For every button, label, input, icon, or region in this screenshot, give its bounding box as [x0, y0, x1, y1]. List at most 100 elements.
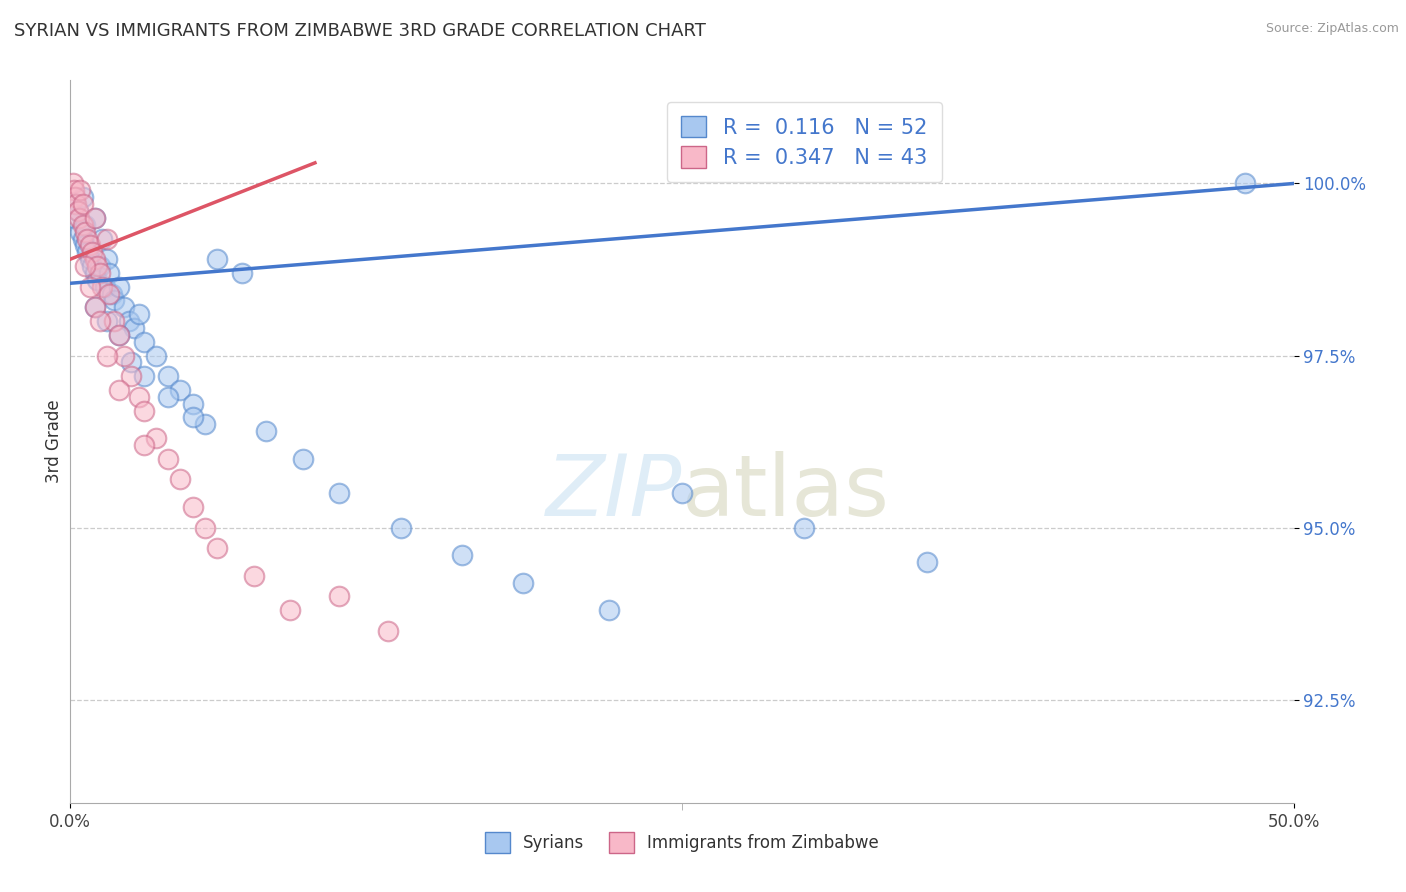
- Point: [82, 259, 104, 273]
- Point: [132, 403, 155, 417]
- Point: [108, 279, 131, 293]
- Point: [103, 293, 125, 308]
- Point: [181, 500, 204, 514]
- Point: [98, 266, 121, 280]
- Point: [328, 590, 350, 604]
- Point: [83, 211, 105, 225]
- Point: [205, 541, 228, 556]
- Point: [96, 252, 118, 267]
- Point: [145, 349, 167, 363]
- Point: [72, 197, 94, 211]
- Point: [69, 225, 91, 239]
- Point: [121, 355, 143, 369]
- Point: [194, 520, 217, 534]
- Point: [231, 266, 253, 280]
- Point: [101, 286, 124, 301]
- Point: [63, 190, 86, 204]
- Point: [83, 266, 105, 280]
- Point: [86, 259, 108, 273]
- Point: [73, 259, 96, 273]
- Point: [63, 197, 86, 211]
- Point: [915, 555, 938, 569]
- Point: [79, 238, 101, 252]
- Point: [79, 252, 101, 267]
- Point: [66, 204, 89, 219]
- Point: [63, 211, 86, 225]
- Point: [79, 279, 101, 293]
- Point: [598, 603, 620, 617]
- Point: [121, 369, 143, 384]
- Point: [69, 183, 91, 197]
- Point: [280, 603, 302, 617]
- Point: [169, 472, 191, 486]
- Point: [243, 568, 266, 582]
- Point: [83, 211, 105, 225]
- Point: [328, 486, 350, 500]
- Point: [73, 225, 96, 239]
- Point: [157, 369, 180, 384]
- Point: [194, 417, 217, 432]
- Point: [450, 548, 472, 562]
- Point: [89, 266, 111, 280]
- Point: [83, 301, 105, 315]
- Point: [793, 520, 815, 534]
- Point: [89, 259, 111, 273]
- Point: [73, 238, 96, 252]
- Text: ZIP: ZIP: [546, 450, 682, 533]
- Point: [96, 231, 118, 245]
- Point: [112, 301, 135, 315]
- Point: [122, 321, 145, 335]
- Point: [377, 624, 399, 638]
- Point: [181, 410, 204, 425]
- Point: [83, 301, 105, 315]
- Point: [96, 349, 118, 363]
- Point: [512, 575, 534, 590]
- Point: [1233, 177, 1256, 191]
- Text: SYRIAN VS IMMIGRANTS FROM ZIMBABWE 3RD GRADE CORRELATION CHART: SYRIAN VS IMMIGRANTS FROM ZIMBABWE 3RD G…: [14, 22, 706, 40]
- Y-axis label: 3rd Grade: 3rd Grade: [45, 400, 63, 483]
- Point: [65, 197, 87, 211]
- Point: [254, 424, 277, 438]
- Point: [128, 307, 150, 321]
- Point: [82, 245, 104, 260]
- Point: [67, 211, 90, 225]
- Point: [103, 314, 125, 328]
- Point: [93, 279, 115, 293]
- Point: [132, 334, 155, 349]
- Point: [157, 451, 180, 466]
- Point: [76, 231, 98, 245]
- Point: [96, 314, 118, 328]
- Point: [128, 390, 150, 404]
- Point: [91, 279, 114, 293]
- Point: [108, 327, 131, 342]
- Point: [66, 204, 89, 219]
- Point: [132, 438, 155, 452]
- Point: [118, 314, 141, 328]
- Point: [72, 218, 94, 232]
- Point: [291, 451, 314, 466]
- Text: Source: ZipAtlas.com: Source: ZipAtlas.com: [1265, 22, 1399, 36]
- Legend: Syrians, Immigrants from Zimbabwe: Syrians, Immigrants from Zimbabwe: [478, 826, 886, 860]
- Point: [389, 520, 412, 534]
- Point: [86, 273, 108, 287]
- Point: [169, 383, 191, 397]
- Point: [108, 383, 131, 397]
- Point: [205, 252, 228, 267]
- Point: [671, 486, 693, 500]
- Point: [73, 218, 96, 232]
- Point: [76, 245, 98, 260]
- Text: atlas: atlas: [682, 450, 890, 533]
- Point: [89, 314, 111, 328]
- Point: [157, 390, 180, 404]
- Point: [72, 190, 94, 204]
- Point: [83, 252, 105, 267]
- Point: [132, 369, 155, 384]
- Point: [98, 286, 121, 301]
- Point: [63, 183, 86, 197]
- Point: [112, 349, 135, 363]
- Point: [91, 231, 114, 245]
- Point: [62, 177, 84, 191]
- Point: [181, 397, 204, 411]
- Point: [72, 231, 94, 245]
- Point: [108, 327, 131, 342]
